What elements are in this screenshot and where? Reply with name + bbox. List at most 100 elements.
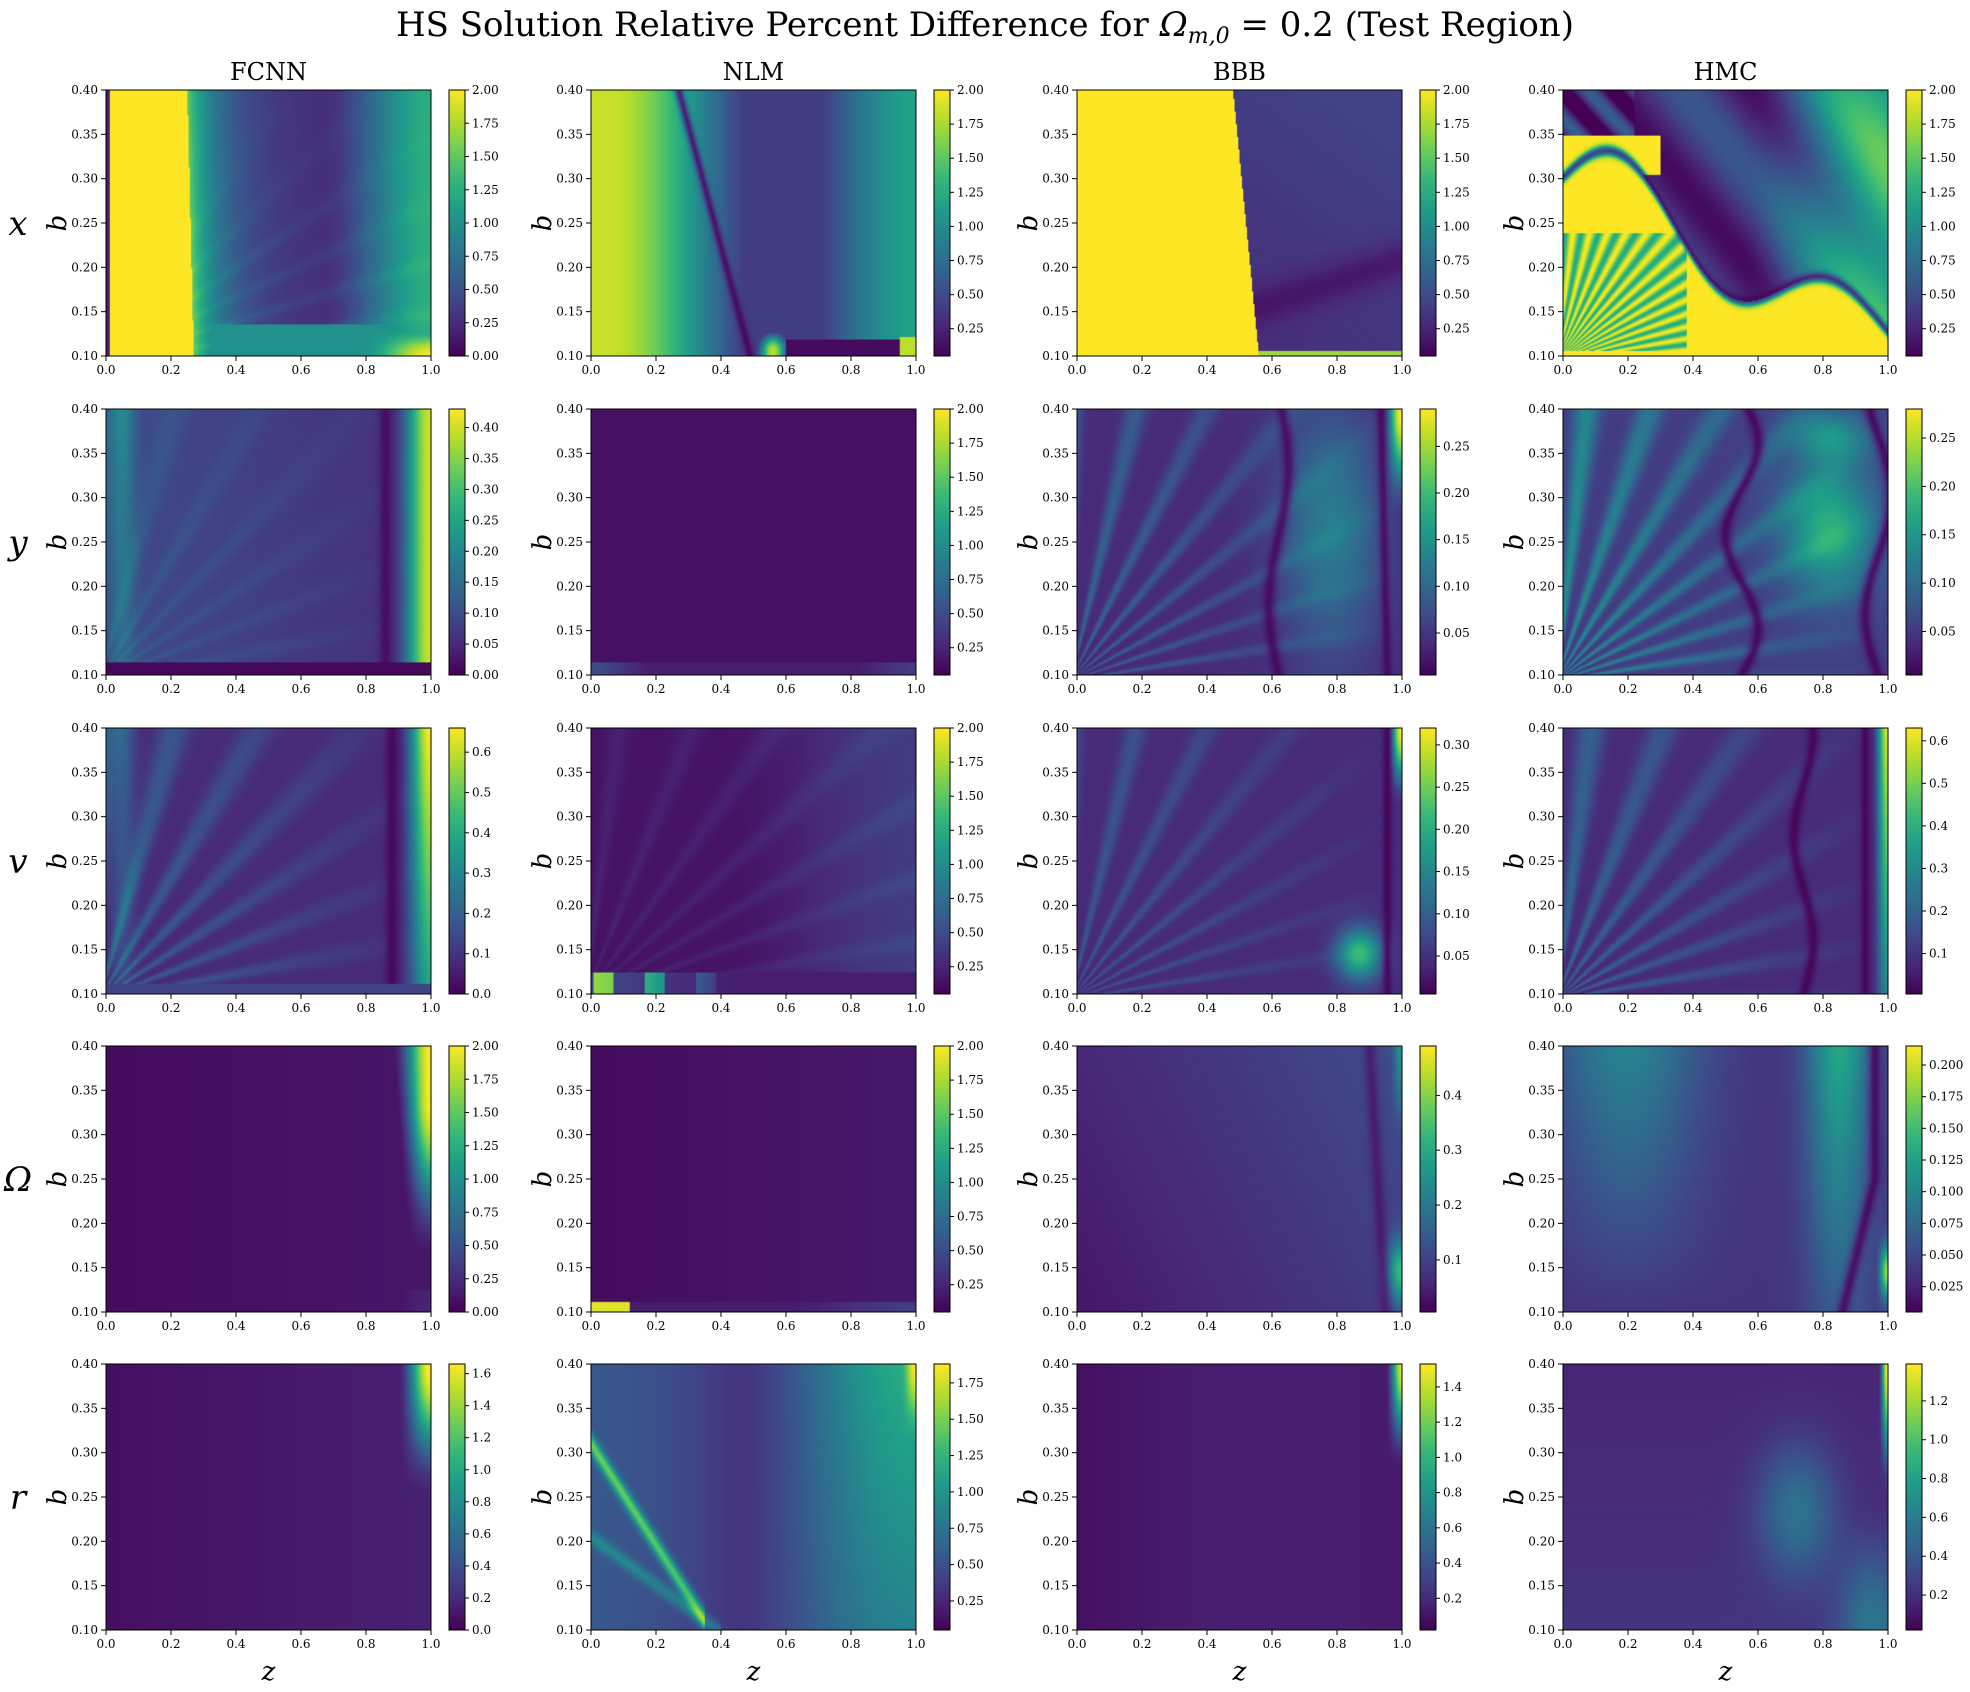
- heatmap-image: [1077, 1364, 1402, 1630]
- colorbar-tick-label: 0.075: [1929, 1216, 1963, 1230]
- colorbar-tick-label: 1.25: [1929, 185, 1956, 199]
- x-tick-label: 0.0: [581, 1637, 600, 1651]
- x-tick-label: 0.8: [356, 682, 375, 696]
- y-tick-label: 0.30: [1528, 172, 1555, 186]
- figure-title: HS Solution Relative Percent Difference …: [396, 5, 1574, 49]
- y-tick-label: 0.30: [1528, 1446, 1555, 1460]
- x-tick-label: 0.4: [1683, 682, 1702, 696]
- x-tick-label: 0.2: [646, 1637, 665, 1651]
- y-tick-label: 0.20: [1528, 579, 1555, 593]
- y-tick-label: 0.30: [556, 172, 583, 186]
- heatmap-image: [591, 409, 916, 675]
- colorbar-tick-label: 0.10: [472, 606, 499, 620]
- y-tick-label: 0.30: [71, 172, 98, 186]
- x-tick-label: 0.2: [646, 363, 665, 377]
- colorbar-tick-label: 0.25: [1929, 322, 1956, 336]
- x-tick-label: 0.2: [1618, 363, 1637, 377]
- y-tick-label: 0.15: [1042, 1261, 1069, 1275]
- y-tick-label: 0.25: [1042, 1490, 1069, 1504]
- y-tick-label: 0.30: [1042, 1128, 1069, 1142]
- y-tick-label: 0.40: [1042, 721, 1069, 735]
- colorbar-tick-label: 0.20: [1443, 822, 1470, 836]
- y-tick-label: 0.25: [71, 1490, 98, 1504]
- x-tick-label: 0.0: [581, 363, 600, 377]
- colorbar-tick-label: 1.00: [472, 216, 499, 230]
- panel-r_fcnn: 0.0 0.2 0.4 0.6 0.8 1.0 0.10 0.15 0.20 0.25 0.30 0.…: [43, 1357, 491, 1687]
- colorbar: [933, 89, 951, 357]
- y-tick-label: 0.15: [71, 1261, 98, 1275]
- y-tick-label: 0.35: [1042, 127, 1069, 141]
- y-tick-label: 0.15: [1528, 943, 1555, 957]
- x-tick-label: 0.0: [1067, 1001, 1086, 1015]
- x-tick-label: 0.8: [356, 1001, 375, 1015]
- y-tick-label: 0.10: [556, 1623, 583, 1637]
- panel-o_bbb: 0.0 0.2 0.4 0.6 0.8 1.0 0.10 0.15 0.20 0.25 0.30 0.…: [1014, 1039, 1462, 1333]
- colorbar-tick-label: 0.50: [957, 288, 984, 302]
- y-axis-label: b: [1500, 534, 1530, 551]
- heatmap-image: [591, 728, 916, 994]
- x-tick-label: 0.0: [96, 1001, 115, 1015]
- x-tick-label: 0.6: [776, 1637, 795, 1651]
- x-tick-label: 0.8: [1327, 682, 1346, 696]
- colorbar: [448, 1363, 466, 1631]
- y-tick-label: 0.30: [71, 491, 98, 505]
- colorbar-tick-label: 0.1: [472, 947, 491, 961]
- colorbar: [448, 89, 466, 357]
- x-tick-label: 0.0: [581, 1319, 600, 1333]
- y-tick-label: 0.40: [1528, 83, 1555, 97]
- x-tick-label: 0.4: [1197, 363, 1216, 377]
- y-tick-label: 0.20: [1042, 579, 1069, 593]
- x-tick-label: 0.2: [646, 1319, 665, 1333]
- y-tick-label: 0.10: [556, 349, 583, 363]
- colorbar-tick-label: 1.25: [472, 183, 499, 197]
- x-tick-label: 0.2: [1132, 1637, 1151, 1651]
- y-tick-label: 0.35: [1528, 765, 1555, 779]
- colorbar-tick-label: 0.75: [957, 1210, 984, 1224]
- y-tick-label: 0.25: [1042, 1172, 1069, 1186]
- y-tick-label: 0.25: [1528, 1172, 1555, 1186]
- colorbar-tick-label: 1.4: [1443, 1380, 1462, 1394]
- colorbar-tick-label: 1.00: [472, 1172, 499, 1186]
- x-tick-label: 0.2: [1618, 682, 1637, 696]
- y-tick-label: 0.35: [1528, 1083, 1555, 1097]
- y-tick-label: 0.10: [71, 668, 98, 682]
- y-axis-label: b: [1500, 215, 1530, 232]
- x-tick-label: 0.6: [291, 1637, 310, 1651]
- colorbar-tick-label: 0.50: [957, 1558, 984, 1572]
- x-tick-label: 0.0: [96, 363, 115, 377]
- colorbar: [1905, 727, 1923, 995]
- colorbar-tick-label: 0.3: [472, 866, 491, 880]
- y-axis-label: b: [43, 1489, 73, 1506]
- x-tick-label: 0.4: [226, 1001, 245, 1015]
- x-tick-label: 1.0: [421, 1001, 440, 1015]
- colorbar-tick-label: 1.0: [472, 1463, 491, 1477]
- colorbar-tick-label: 0.30: [472, 482, 499, 496]
- colorbar-tick-label: 2.00: [1929, 83, 1956, 97]
- y-tick-label: 0.30: [1042, 172, 1069, 186]
- y-tick-label: 0.15: [1528, 1261, 1555, 1275]
- panel-y_fcnn: 0.0 0.2 0.4 0.6 0.8 1.0 0.10 0.15 0.20 0.25 0.30 0.…: [43, 402, 499, 696]
- y-tick-label: 0.15: [71, 305, 98, 319]
- row-label-1: y: [6, 523, 28, 563]
- x-axis-label: z: [1718, 1657, 1733, 1687]
- x-tick-label: 0.4: [1683, 363, 1702, 377]
- colorbar-tick-label: 0.10: [1443, 579, 1470, 593]
- x-tick-label: 0.8: [841, 1001, 860, 1015]
- y-tick-label: 0.40: [71, 402, 98, 416]
- x-tick-label: 1.0: [906, 682, 925, 696]
- colorbar-tick-label: 0.175: [1929, 1090, 1963, 1104]
- y-tick-label: 0.25: [556, 854, 583, 868]
- x-tick-label: 0.2: [161, 363, 180, 377]
- y-tick-label: 0.10: [1528, 1623, 1555, 1637]
- x-tick-label: 0.6: [1262, 363, 1281, 377]
- colorbar-tick-label: 0.15: [1443, 533, 1470, 547]
- y-tick-label: 0.30: [1042, 491, 1069, 505]
- y-tick-label: 0.35: [1528, 446, 1555, 460]
- y-tick-label: 0.30: [71, 1446, 98, 1460]
- x-tick-label: 0.8: [841, 1637, 860, 1651]
- x-tick-label: 0.6: [1748, 1637, 1767, 1651]
- x-tick-label: 0.2: [161, 1319, 180, 1333]
- y-tick-label: 0.35: [556, 446, 583, 460]
- colorbar-tick-label: 0.125: [1929, 1153, 1963, 1167]
- y-tick-label: 0.10: [1042, 987, 1069, 1001]
